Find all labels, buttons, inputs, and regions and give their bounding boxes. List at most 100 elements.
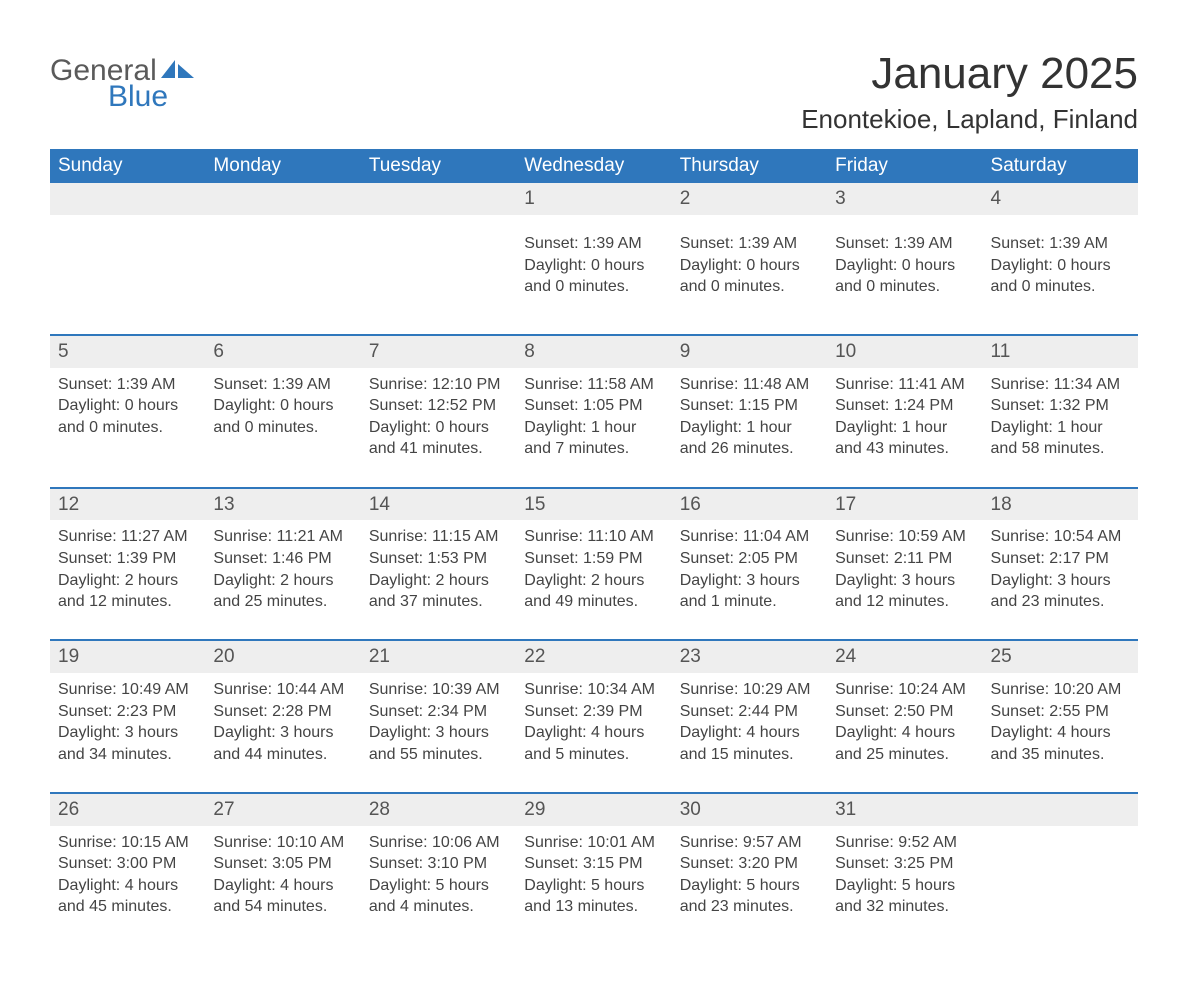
day-number-cell: 8 <box>516 335 671 368</box>
day-info: Sunrise: 9:57 AMSunset: 3:20 PMDaylight:… <box>680 826 819 918</box>
day-info: Sunrise: 10:44 AMSunset: 2:28 PMDaylight… <box>213 673 352 765</box>
day-info-line: Sunrise: 11:41 AM <box>835 374 974 396</box>
day-info-line: Sunset: 3:25 PM <box>835 853 974 875</box>
day-info-line: Sunrise: 10:01 AM <box>524 832 663 854</box>
day-info-line: Sunset: 3:05 PM <box>213 853 352 875</box>
day-info: Sunset: 1:39 AMDaylight: 0 hours and 0 m… <box>680 215 819 298</box>
day-number-cell: 16 <box>672 488 827 521</box>
day-info-cell: Sunrise: 11:04 AMSunset: 2:05 PMDaylight… <box>672 520 827 640</box>
day-info-line: Daylight: 0 hours and 0 minutes. <box>213 395 352 438</box>
day-number-cell: 2 <box>672 183 827 215</box>
day-info-line: Daylight: 5 hours and 4 minutes. <box>369 875 508 918</box>
day-info-line: Sunrise: 10:06 AM <box>369 832 508 854</box>
day-info-line: Sunset: 2:44 PM <box>680 701 819 723</box>
day-info-line: Sunset: 2:34 PM <box>369 701 508 723</box>
weekday-header: Saturday <box>983 149 1138 183</box>
day-info: Sunrise: 10:34 AMSunset: 2:39 PMDaylight… <box>524 673 663 765</box>
day-info-line: Sunset: 1:32 PM <box>991 395 1130 417</box>
day-info: Sunrise: 10:29 AMSunset: 2:44 PMDaylight… <box>680 673 819 765</box>
day-info-line: Sunset: 3:20 PM <box>680 853 819 875</box>
weekday-header-row: Sunday Monday Tuesday Wednesday Thursday… <box>50 149 1138 183</box>
day-number-cell <box>50 183 205 215</box>
day-info-line: Sunset: 2:23 PM <box>58 701 197 723</box>
day-info-line: Sunrise: 11:34 AM <box>991 374 1130 396</box>
day-info-line: Sunrise: 10:20 AM <box>991 679 1130 701</box>
day-info-line: Daylight: 2 hours and 25 minutes. <box>213 570 352 613</box>
day-number-cell: 18 <box>983 488 1138 521</box>
day-info-cell: Sunset: 1:39 AMDaylight: 0 hours and 0 m… <box>205 368 360 488</box>
day-info-cell <box>205 215 360 335</box>
day-info-line: Sunrise: 10:49 AM <box>58 679 197 701</box>
day-info: Sunrise: 10:39 AMSunset: 2:34 PMDaylight… <box>369 673 508 765</box>
day-info-line: Sunrise: 11:48 AM <box>680 374 819 396</box>
day-info-cell: Sunrise: 10:01 AMSunset: 3:15 PMDaylight… <box>516 826 671 946</box>
day-info-cell: Sunrise: 10:24 AMSunset: 2:50 PMDaylight… <box>827 673 982 793</box>
day-info-line: Sunset: 2:05 PM <box>680 548 819 570</box>
day-number-cell: 26 <box>50 793 205 826</box>
day-info-line: Sunset: 1:39 AM <box>680 233 819 255</box>
day-number-cell: 4 <box>983 183 1138 215</box>
day-info-line: Daylight: 3 hours and 23 minutes. <box>991 570 1130 613</box>
day-info-cell: Sunrise: 11:48 AMSunset: 1:15 PMDaylight… <box>672 368 827 488</box>
day-info-line: Sunrise: 10:10 AM <box>213 832 352 854</box>
day-number-cell: 19 <box>50 640 205 673</box>
day-info-line: Sunset: 2:11 PM <box>835 548 974 570</box>
weekday-header: Friday <box>827 149 982 183</box>
day-number-cell: 13 <box>205 488 360 521</box>
day-info-line: Sunrise: 11:15 AM <box>369 526 508 548</box>
day-info: Sunrise: 11:48 AMSunset: 1:15 PMDaylight… <box>680 368 819 460</box>
day-info-cell: Sunrise: 10:06 AMSunset: 3:10 PMDaylight… <box>361 826 516 946</box>
day-number-cell: 9 <box>672 335 827 368</box>
day-info-cell: Sunrise: 10:59 AMSunset: 2:11 PMDaylight… <box>827 520 982 640</box>
day-info-cell: Sunrise: 9:57 AMSunset: 3:20 PMDaylight:… <box>672 826 827 946</box>
weekday-header: Sunday <box>50 149 205 183</box>
day-info-line: Sunset: 1:59 PM <box>524 548 663 570</box>
day-number-cell: 28 <box>361 793 516 826</box>
day-info: Sunrise: 10:49 AMSunset: 2:23 PMDaylight… <box>58 673 197 765</box>
day-info-line: Sunset: 2:50 PM <box>835 701 974 723</box>
day-info-line: Daylight: 2 hours and 37 minutes. <box>369 570 508 613</box>
day-info-line: Sunrise: 11:58 AM <box>524 374 663 396</box>
day-number-cell: 10 <box>827 335 982 368</box>
day-info: Sunrise: 11:41 AMSunset: 1:24 PMDaylight… <box>835 368 974 460</box>
day-info-line: Sunrise: 11:04 AM <box>680 526 819 548</box>
day-info-cell: Sunrise: 10:34 AMSunset: 2:39 PMDaylight… <box>516 673 671 793</box>
day-info-line: Sunset: 2:55 PM <box>991 701 1130 723</box>
day-info-line: Sunset: 1:39 AM <box>58 374 197 396</box>
day-info-line: Sunset: 1:15 PM <box>680 395 819 417</box>
day-number-row: 19202122232425 <box>50 640 1138 673</box>
weekday-header: Monday <box>205 149 360 183</box>
day-info: Sunset: 1:39 AMDaylight: 0 hours and 0 m… <box>213 368 352 439</box>
day-info: Sunrise: 10:59 AMSunset: 2:11 PMDaylight… <box>835 520 974 612</box>
day-info-cell: Sunrise: 10:29 AMSunset: 2:44 PMDaylight… <box>672 673 827 793</box>
weekday-header: Wednesday <box>516 149 671 183</box>
day-info-line: Sunset: 1:46 PM <box>213 548 352 570</box>
day-info-cell: Sunrise: 9:52 AMSunset: 3:25 PMDaylight:… <box>827 826 982 946</box>
day-info: Sunset: 1:39 AMDaylight: 0 hours and 0 m… <box>58 368 197 439</box>
day-info: Sunrise: 11:10 AMSunset: 1:59 PMDaylight… <box>524 520 663 612</box>
day-number-row: 567891011 <box>50 335 1138 368</box>
day-info-line: Sunset: 1:39 AM <box>835 233 974 255</box>
day-info-cell: Sunrise: 10:10 AMSunset: 3:05 PMDaylight… <box>205 826 360 946</box>
day-info-line: Sunrise: 10:29 AM <box>680 679 819 701</box>
day-info-line: Daylight: 3 hours and 12 minutes. <box>835 570 974 613</box>
day-number-cell: 5 <box>50 335 205 368</box>
day-info-line: Sunset: 1:05 PM <box>524 395 663 417</box>
day-info-row: Sunrise: 11:27 AMSunset: 1:39 PMDaylight… <box>50 520 1138 640</box>
calendar-table: Sunday Monday Tuesday Wednesday Thursday… <box>50 149 1138 945</box>
day-number-cell <box>205 183 360 215</box>
day-info-line: Sunrise: 10:24 AM <box>835 679 974 701</box>
day-info-line: Sunset: 1:24 PM <box>835 395 974 417</box>
day-number-cell: 21 <box>361 640 516 673</box>
day-info: Sunrise: 9:52 AMSunset: 3:25 PMDaylight:… <box>835 826 974 918</box>
day-info-line: Daylight: 0 hours and 0 minutes. <box>58 395 197 438</box>
day-info-line: Sunrise: 10:34 AM <box>524 679 663 701</box>
day-info-line: Daylight: 0 hours and 0 minutes. <box>991 255 1130 298</box>
day-info-line: Sunset: 1:53 PM <box>369 548 508 570</box>
day-info-cell: Sunrise: 10:15 AMSunset: 3:00 PMDaylight… <box>50 826 205 946</box>
day-info: Sunrise: 10:15 AMSunset: 3:00 PMDaylight… <box>58 826 197 918</box>
day-number-cell <box>361 183 516 215</box>
day-info-line: Daylight: 3 hours and 1 minute. <box>680 570 819 613</box>
day-info-line: Daylight: 4 hours and 25 minutes. <box>835 722 974 765</box>
day-info-line: Sunrise: 11:21 AM <box>213 526 352 548</box>
